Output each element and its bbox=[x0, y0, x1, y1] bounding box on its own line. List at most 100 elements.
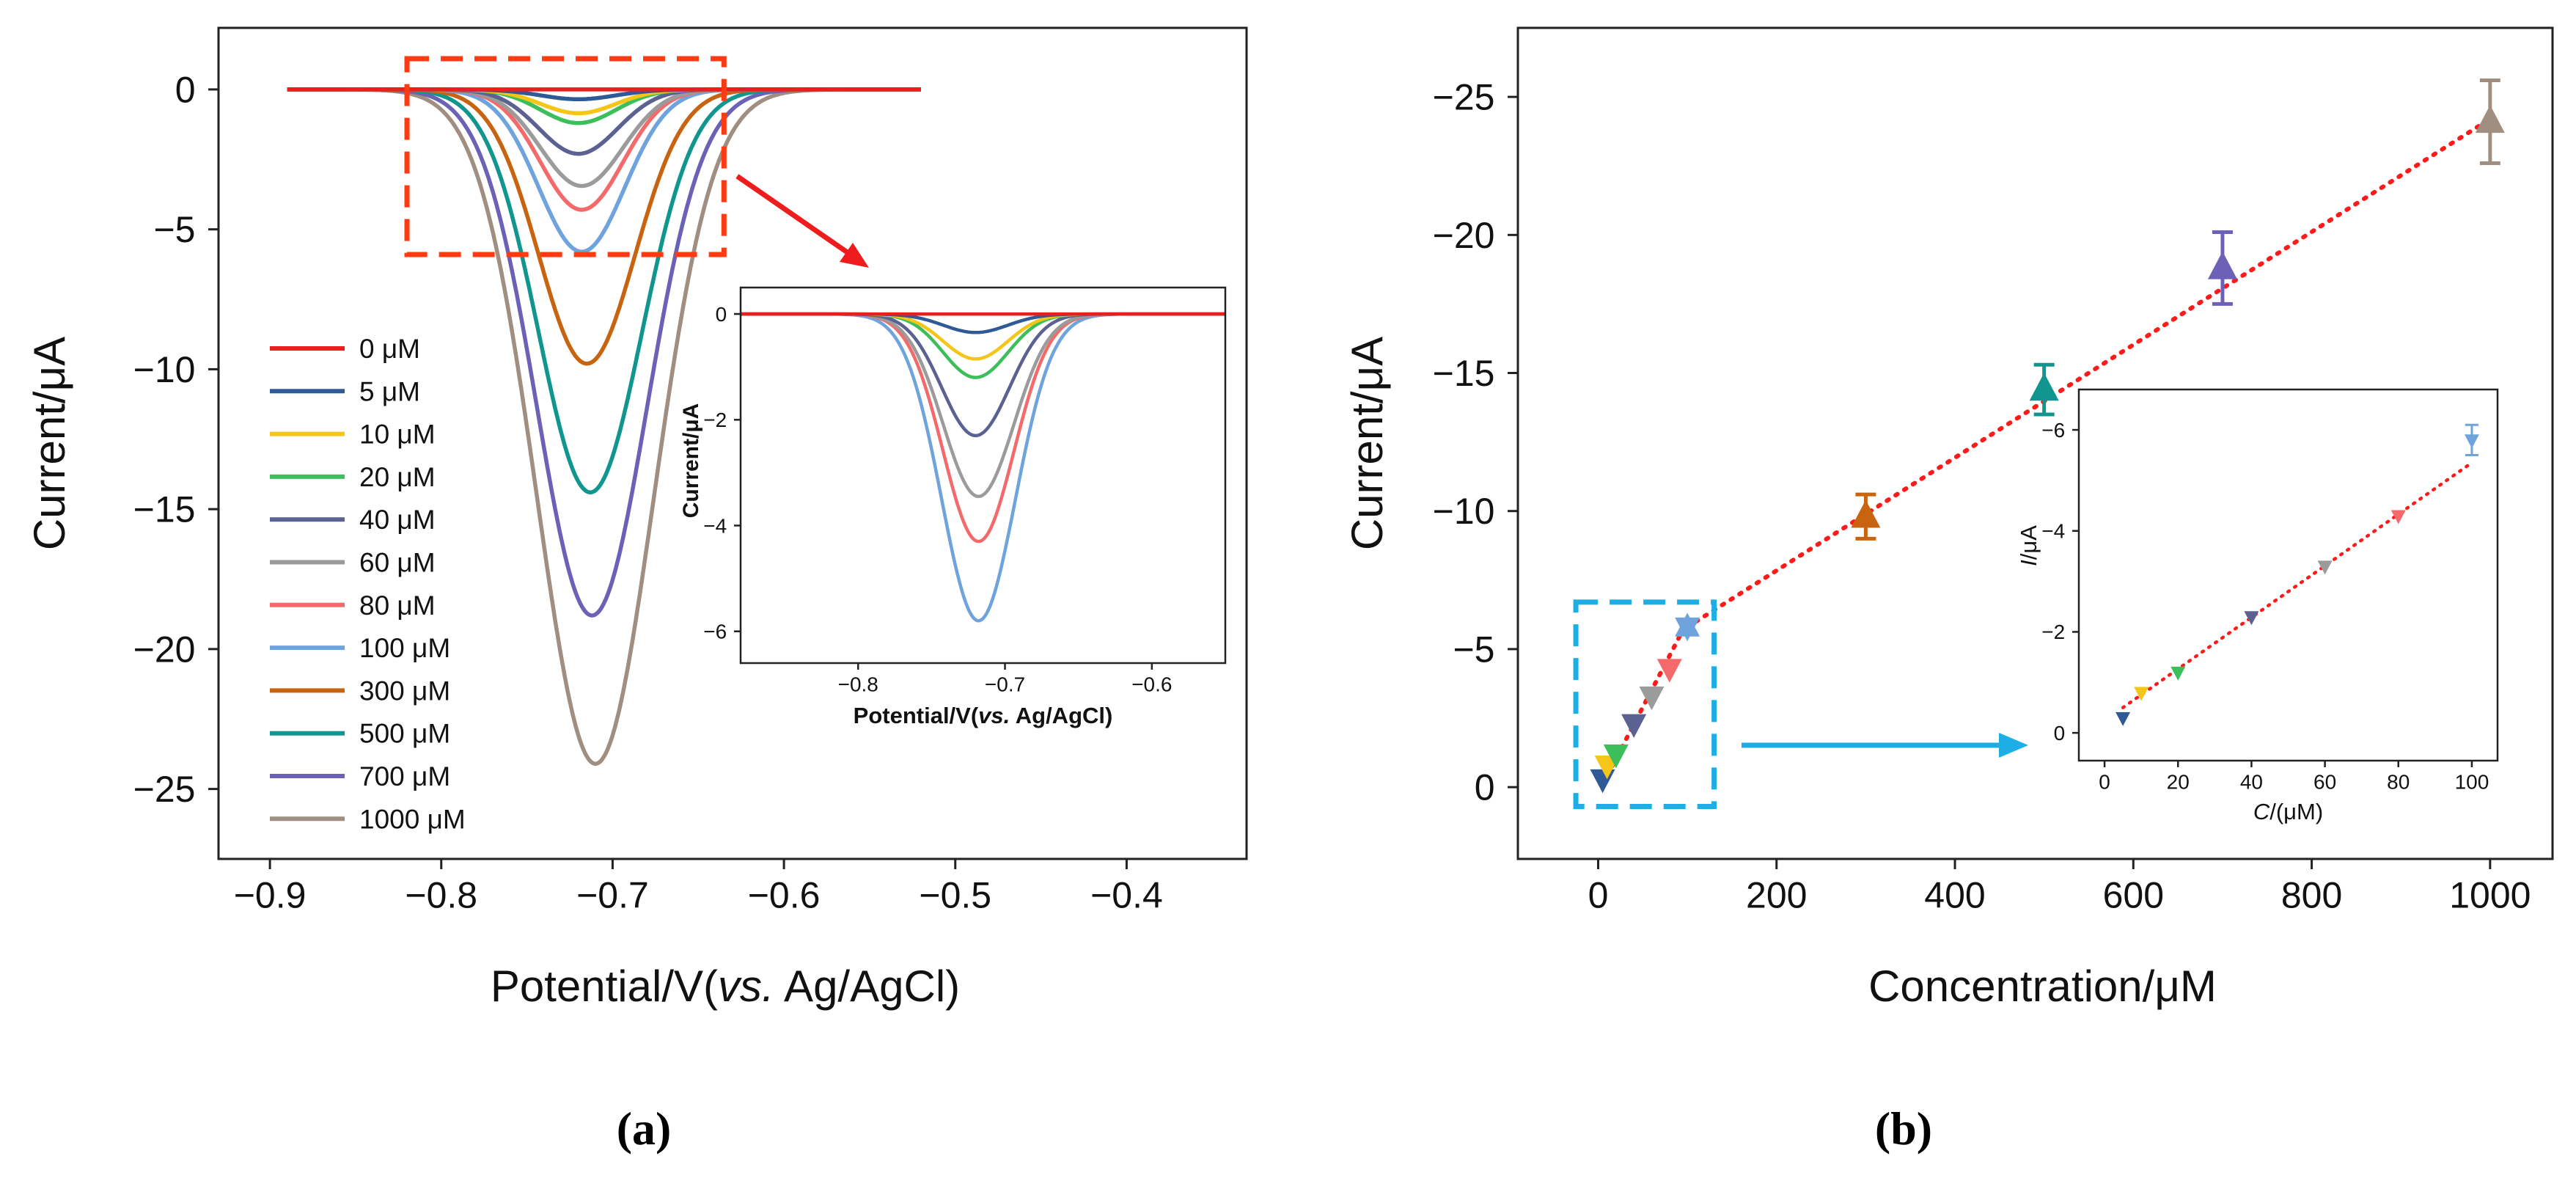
plot-frame-b bbox=[1516, 26, 2554, 860]
x-axis-title-a-part: Potential/V( bbox=[491, 962, 718, 1011]
inset-b-point-10 bbox=[2134, 687, 2149, 701]
y-axis-title-a: Current/μA bbox=[25, 337, 74, 550]
panel-a-label: (a) bbox=[617, 1102, 672, 1155]
zoom-box-a bbox=[404, 56, 727, 257]
inset-a-x-title-part: vs. bbox=[978, 703, 1010, 728]
data-point-b-700 bbox=[2207, 251, 2237, 279]
legend-label-100: 100 μM bbox=[359, 633, 450, 663]
legend-label-1000: 1000 μM bbox=[359, 804, 466, 834]
data-point-b-1000 bbox=[2475, 105, 2505, 133]
inset-b-y-tick-label: −6 bbox=[2041, 419, 2065, 442]
inset-b-x-tick-label: 20 bbox=[2167, 770, 2190, 793]
y-axis-a-tick-label: −20 bbox=[133, 629, 196, 670]
x-axis-title-b: Concentration/μM bbox=[1868, 962, 2217, 1011]
inset-b-x-tick-label: 60 bbox=[2313, 770, 2336, 793]
inset-b-x-title: C/(μM) bbox=[2253, 799, 2323, 824]
y-axis-a-tick-label: −15 bbox=[133, 489, 196, 530]
inset-b-x-tick-label: 0 bbox=[2099, 770, 2110, 793]
legend-label-40: 40 μM bbox=[359, 505, 436, 535]
data-point-b-20 bbox=[1603, 745, 1629, 769]
inset-b-point-100 bbox=[2464, 434, 2479, 449]
legend-label-500: 500 μM bbox=[359, 719, 450, 749]
chart-a: −0.9 −0.8 −0.7 −0.6 −0.5 −0.40−5−10−15−20−250… bbox=[25, 26, 1248, 1011]
legend-label-20: 20 μM bbox=[359, 462, 436, 492]
y-axis-b-tick-label: −10 bbox=[1433, 491, 1495, 532]
y-axis-a-tick-label: 0 bbox=[175, 69, 196, 110]
x-axis-b-tick-label: 200 bbox=[1746, 875, 1807, 916]
y-axis-b-tick-label: 0 bbox=[1475, 767, 1495, 808]
inset-b-y-tick-label: −4 bbox=[2041, 520, 2065, 543]
y-axis-a-tick-label: −5 bbox=[153, 209, 195, 250]
inset-b-y-title-part: I bbox=[2016, 560, 2041, 566]
zoom-arrow-a bbox=[735, 174, 857, 260]
x-axis-b-tick-label: 400 bbox=[1924, 875, 1985, 916]
x-axis-a-tick-label: −0.4 bbox=[1090, 875, 1163, 916]
data-point-b-60 bbox=[1639, 686, 1665, 711]
y-axis-b-tick-label: −20 bbox=[1433, 215, 1495, 256]
x-axis-title-a-part: Ag/AgCl) bbox=[774, 962, 960, 1011]
inset-b-y-title-part: /μA bbox=[2016, 525, 2041, 560]
inset-a-x-tick-label: −0.7 bbox=[985, 673, 1025, 695]
legend-label-5: 5 μM bbox=[359, 376, 420, 406]
inset-b-x-title-part: /(μM) bbox=[2269, 799, 2323, 824]
inset-a-x-title: Potential/V(vs. Ag/AgCl) bbox=[854, 703, 1113, 728]
x-axis-title-a: Potential/V(vs. Ag/AgCl) bbox=[491, 962, 960, 1011]
legend-label-60: 60 μM bbox=[359, 548, 436, 578]
inset-b-x-tick-label: 100 bbox=[2455, 770, 2489, 793]
data-point-b-300 bbox=[1851, 500, 1881, 528]
legend-label-80: 80 μM bbox=[359, 590, 436, 621]
inset-a-y-tick-label: −4 bbox=[703, 514, 727, 537]
y-axis-b-tick-label: −25 bbox=[1433, 77, 1495, 118]
legend-a: 0 μM 5 μM 10 μM 20 μM 40 μM 60 μM 80 μM 100 μM 3… bbox=[270, 334, 466, 834]
inset-a-x-tick-label: −0.6 bbox=[1131, 673, 1172, 695]
inset-b-y-tick-label: −2 bbox=[2041, 621, 2065, 643]
data-point-b-500 bbox=[2029, 373, 2059, 401]
y-axis-a-tick-label: −25 bbox=[133, 769, 196, 810]
inset-a-x-title-part: Ag/AgCl) bbox=[1010, 703, 1112, 728]
inset-a-x-title-part: Potential/V( bbox=[854, 703, 979, 728]
plot-frame-a bbox=[217, 26, 1248, 860]
legend-label-300: 300 μM bbox=[359, 676, 450, 706]
inset-a-bg bbox=[741, 288, 1225, 663]
inset-a-y-tick-label: −2 bbox=[703, 409, 727, 431]
inset-b-x-title-part: C bbox=[2253, 799, 2270, 824]
chart-b: 0 200 400 600 800 10000−5−10−15−20−25Current/… bbox=[1343, 26, 2554, 1011]
inset-a-y-tick-label: 0 bbox=[716, 303, 727, 326]
zoom-arrowhead-b bbox=[1999, 733, 2028, 758]
legend-label-0: 0 μM bbox=[359, 334, 420, 364]
inset-a-y-tick-label: −6 bbox=[703, 621, 727, 643]
zoom-arrowhead-a bbox=[840, 243, 869, 268]
x-axis-a-tick-label: −0.5 bbox=[919, 875, 991, 916]
y-axis-b-tick-label: −15 bbox=[1433, 353, 1495, 394]
inset-b-y-title: I/μA bbox=[2016, 525, 2041, 566]
y-axis-a-tick-label: −10 bbox=[133, 349, 196, 390]
x-axis-a-tick-label: −0.7 bbox=[576, 875, 649, 916]
inset-b-y-tick-label: 0 bbox=[2054, 722, 2066, 745]
inset-a-x-tick-label: −0.8 bbox=[838, 673, 878, 695]
inset-b-point-80 bbox=[2390, 510, 2406, 524]
inset-b-point-60 bbox=[2317, 560, 2333, 575]
y-axis-b-tick-label: −5 bbox=[1453, 629, 1494, 670]
inset-b-frame bbox=[2077, 388, 2499, 762]
x-axis-a-tick-label: −0.8 bbox=[405, 875, 477, 916]
data-point-b-40 bbox=[1621, 714, 1647, 738]
x-axis-b-tick-label: 1000 bbox=[2449, 875, 2531, 916]
panel-b-label: (b) bbox=[1875, 1102, 1932, 1155]
data-point-b-80 bbox=[1656, 659, 1682, 683]
inset-b-point-20 bbox=[2170, 666, 2186, 681]
x-axis-b-tick-label: 800 bbox=[2281, 875, 2342, 916]
inset-a-y-title: Current/μA bbox=[679, 403, 703, 519]
inset-b-bg bbox=[2079, 389, 2498, 761]
x-axis-b-tick-label: 0 bbox=[1588, 875, 1609, 916]
inset-b-x-tick-label: 40 bbox=[2240, 770, 2263, 793]
x-axis-title-a-part: vs. bbox=[718, 962, 774, 1011]
y-axis-title-b: Current/μA bbox=[1343, 337, 1392, 550]
data-point-b-100-overlap bbox=[1675, 612, 1700, 637]
legend-label-10: 10 μM bbox=[359, 420, 436, 450]
legend-label-700: 700 μM bbox=[359, 761, 450, 791]
inset-b-point-5 bbox=[2116, 711, 2131, 726]
inset-a-frame bbox=[739, 286, 1227, 665]
fit-line-b-1 bbox=[1685, 117, 2492, 629]
x-axis-a-tick-label: −0.6 bbox=[748, 875, 821, 916]
